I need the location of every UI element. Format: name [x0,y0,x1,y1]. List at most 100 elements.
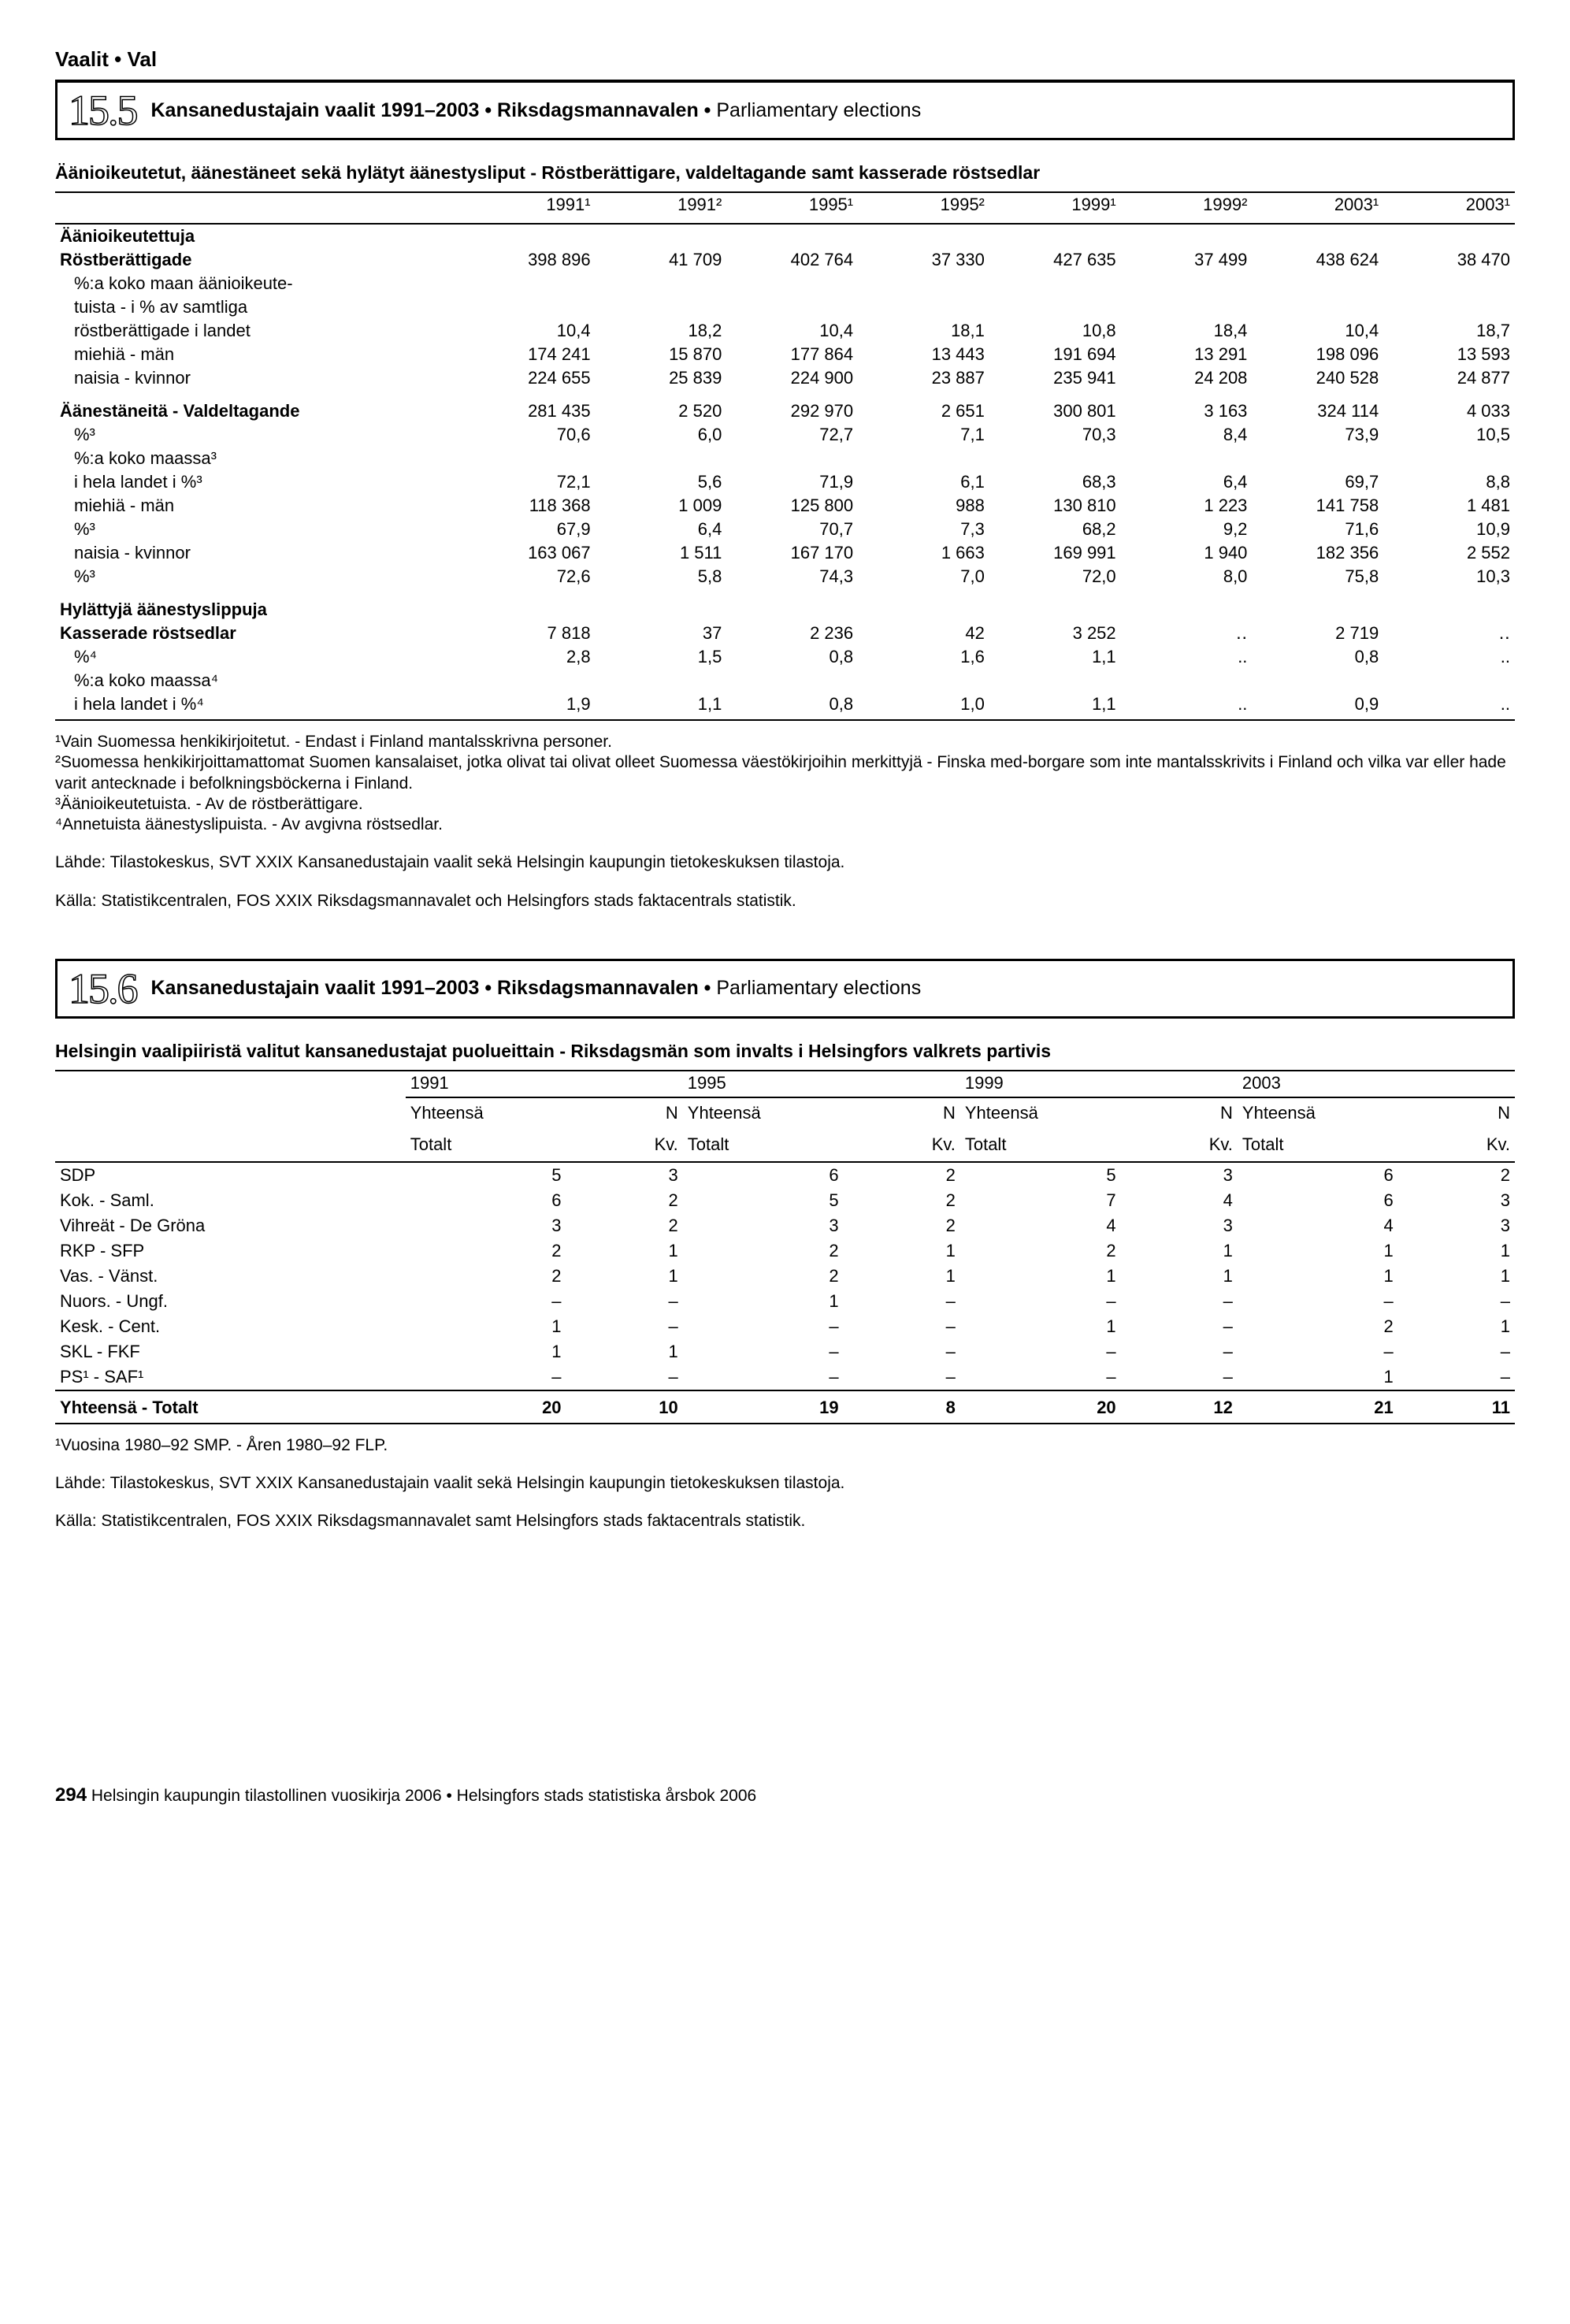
cell: 8,8 [1383,470,1515,494]
cell: 10,9 [1383,518,1515,541]
cell: – [960,1364,1121,1390]
row-label: Nuors. - Ungf. [55,1289,406,1314]
cell [464,224,596,248]
cell: 10,4 [726,319,858,343]
page-number: 294 [55,1784,87,1806]
table-row: Vas. - Vänst.21211111 [55,1264,1515,1289]
cell: 1 [1398,1314,1515,1339]
cell: 6 [683,1162,844,1188]
cell: 141 758 [1252,494,1383,518]
cell: 4 033 [1383,390,1515,423]
cell [464,669,596,692]
cell: 1 [844,1238,960,1264]
cell: 1,9 [464,692,596,720]
cell: – [683,1314,844,1339]
cell: – [1238,1289,1398,1314]
row-label: Kesk. - Cent. [55,1314,406,1339]
table-2-sub: Totalt [406,1130,566,1162]
cell: 4 [1238,1213,1398,1238]
cell: 7,0 [858,565,989,588]
table-2-year: 1991 [406,1071,683,1097]
cell: 20 [960,1390,1121,1424]
cell: 23 887 [858,366,989,390]
table-2-sub: Totalt [960,1130,1121,1162]
cell [726,224,858,248]
section-1-source: Lähde: Tilastokeskus, SVT XXIX Kansanedu… [55,852,1515,911]
row-label: %:a koko maan äänioikeute- [55,272,464,295]
cell: 10,4 [1252,319,1383,343]
cell: 18,2 [596,319,727,343]
table-2-blank [55,1071,406,1097]
cell: – [566,1314,683,1339]
cell: 6,4 [596,518,727,541]
cell: 1 223 [1121,494,1253,518]
table-row: i hela landet i %⁴1,91,10,81,01,1..0,9.. [55,692,1515,720]
cell: 125 800 [726,494,858,518]
table-row: Äänioikeutettuja [55,224,1515,248]
cell: 6 [1238,1162,1398,1188]
cell: 67,9 [464,518,596,541]
cell [726,272,858,295]
cell: – [566,1289,683,1314]
table-1: 1991¹ 1991² 1995¹ 1995² 1999¹ 1999² 2003… [55,191,1515,721]
table-row: %:a koko maassa⁴ [55,669,1515,692]
text-line: ²Suomessa henkikirjoittamattomat Suomen … [55,752,1515,794]
table-row: röstberättigade i landet10,418,210,418,1… [55,319,1515,343]
table-row: Kesk. - Cent.1–––1–21 [55,1314,1515,1339]
cell [858,224,989,248]
section-2-source: Lähde: Tilastokeskus, SVT XXIX Kansanedu… [55,1472,1515,1532]
cell: 118 368 [464,494,596,518]
cell: – [1398,1339,1515,1364]
row-label: naisia - kvinnor [55,366,464,390]
cell: – [1121,1364,1238,1390]
row-label: PS¹ - SAF¹ [55,1364,406,1390]
text-line: Lähde: Tilastokeskus, SVT XXIX Kansanedu… [55,852,1515,873]
table-1-header-blank [55,192,464,224]
table-row: Hylättyjä äänestyslippuja [55,588,1515,622]
footer-text: Helsingin kaupungin tilastollinen vuosik… [91,1787,756,1805]
cell: 8,4 [1121,423,1253,447]
cell: 1 [1398,1238,1515,1264]
cell: 2 [566,1188,683,1213]
cell: 13 291 [1121,343,1253,366]
row-label: naisia - kvinnor [55,541,464,565]
cell [464,588,596,622]
table-2-sub: Totalt [683,1130,844,1162]
table-1-col-h: 1999² [1121,192,1253,224]
cell: 71,9 [726,470,858,494]
cell: – [1121,1339,1238,1364]
section-1-subheading: Äänioikeutetut, äänestäneet sekä hylätyt… [55,162,1515,184]
cell: 2 [844,1162,960,1188]
cell: – [683,1364,844,1390]
cell: 1 [844,1264,960,1289]
cell: 1 481 [1383,494,1515,518]
text-line: ¹Vain Suomessa henkikirjoitetut. - Endas… [55,732,1515,752]
cell: 2 [844,1188,960,1213]
cell [1383,272,1515,295]
cell: 5 [960,1162,1121,1188]
table-row: PS¹ - SAF¹––––––1– [55,1364,1515,1390]
cell: 25 839 [596,366,727,390]
row-label: miehiä - män [55,494,464,518]
cell: – [844,1339,960,1364]
cell [1121,295,1253,319]
section-2-title: Kansanedustajain vaalit 1991–2003 • Riks… [151,977,922,1000]
cell: 169 991 [989,541,1121,565]
cell: 10,5 [1383,423,1515,447]
cell: 11 [1398,1390,1515,1424]
row-label: %:a koko maassa⁴ [55,669,464,692]
table-row: miehiä - män118 3681 009125 800988130 81… [55,494,1515,518]
cell: 2 [566,1213,683,1238]
cell [596,447,727,470]
table-row: %:a koko maassa³ [55,447,1515,470]
cell: 1 511 [596,541,727,565]
cell: 21 [1238,1390,1398,1424]
cell: 2 [844,1213,960,1238]
row-label: Äänioikeutettuja [55,224,464,248]
cell: .. [1121,692,1253,720]
table-row: %⁴2,81,50,81,61,1..0,8.. [55,645,1515,669]
cell: 1 [566,1264,683,1289]
table-2-sub: Totalt [1238,1130,1398,1162]
table-1-header-row: 1991¹ 1991² 1995¹ 1995² 1999¹ 1999² 2003… [55,192,1515,224]
cell: – [406,1364,566,1390]
